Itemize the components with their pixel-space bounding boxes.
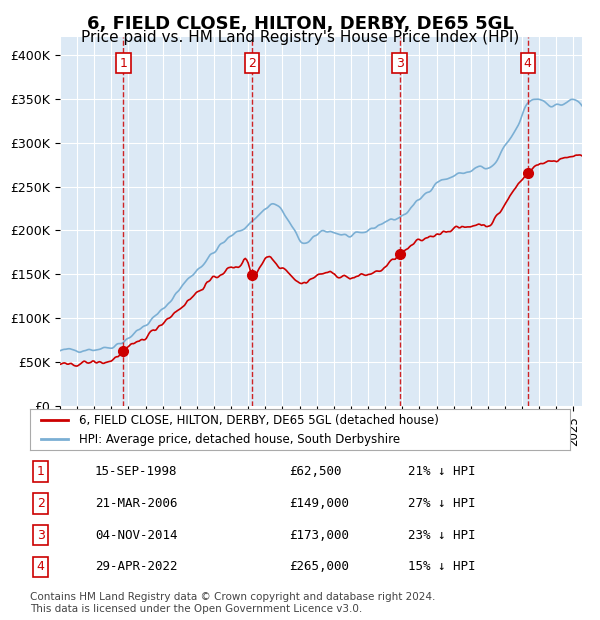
Text: 6, FIELD CLOSE, HILTON, DERBY, DE65 5GL (detached house): 6, FIELD CLOSE, HILTON, DERBY, DE65 5GL … bbox=[79, 414, 439, 427]
Text: 4: 4 bbox=[37, 560, 45, 574]
Text: 21% ↓ HPI: 21% ↓ HPI bbox=[408, 465, 476, 478]
Text: £265,000: £265,000 bbox=[289, 560, 349, 574]
Text: 6, FIELD CLOSE, HILTON, DERBY, DE65 5GL: 6, FIELD CLOSE, HILTON, DERBY, DE65 5GL bbox=[86, 16, 514, 33]
Text: HPI: Average price, detached house, South Derbyshire: HPI: Average price, detached house, Sout… bbox=[79, 433, 400, 446]
Text: 2: 2 bbox=[37, 497, 45, 510]
Text: 3: 3 bbox=[37, 529, 45, 542]
Text: 2: 2 bbox=[248, 56, 256, 69]
Text: 04-NOV-2014: 04-NOV-2014 bbox=[95, 529, 178, 542]
Text: Price paid vs. HM Land Registry's House Price Index (HPI): Price paid vs. HM Land Registry's House … bbox=[81, 30, 519, 45]
Text: £173,000: £173,000 bbox=[289, 529, 349, 542]
Text: 15% ↓ HPI: 15% ↓ HPI bbox=[408, 560, 476, 574]
Text: 4: 4 bbox=[524, 56, 532, 69]
Text: £62,500: £62,500 bbox=[289, 465, 342, 478]
Text: 3: 3 bbox=[395, 56, 403, 69]
Text: 23% ↓ HPI: 23% ↓ HPI bbox=[408, 529, 476, 542]
Text: 27% ↓ HPI: 27% ↓ HPI bbox=[408, 497, 476, 510]
Text: 15-SEP-1998: 15-SEP-1998 bbox=[95, 465, 178, 478]
Text: Contains HM Land Registry data © Crown copyright and database right 2024.
This d: Contains HM Land Registry data © Crown c… bbox=[30, 592, 436, 614]
Text: 1: 1 bbox=[119, 56, 127, 69]
Text: 29-APR-2022: 29-APR-2022 bbox=[95, 560, 178, 574]
Text: 21-MAR-2006: 21-MAR-2006 bbox=[95, 497, 178, 510]
Text: 1: 1 bbox=[37, 465, 45, 478]
Text: £149,000: £149,000 bbox=[289, 497, 349, 510]
